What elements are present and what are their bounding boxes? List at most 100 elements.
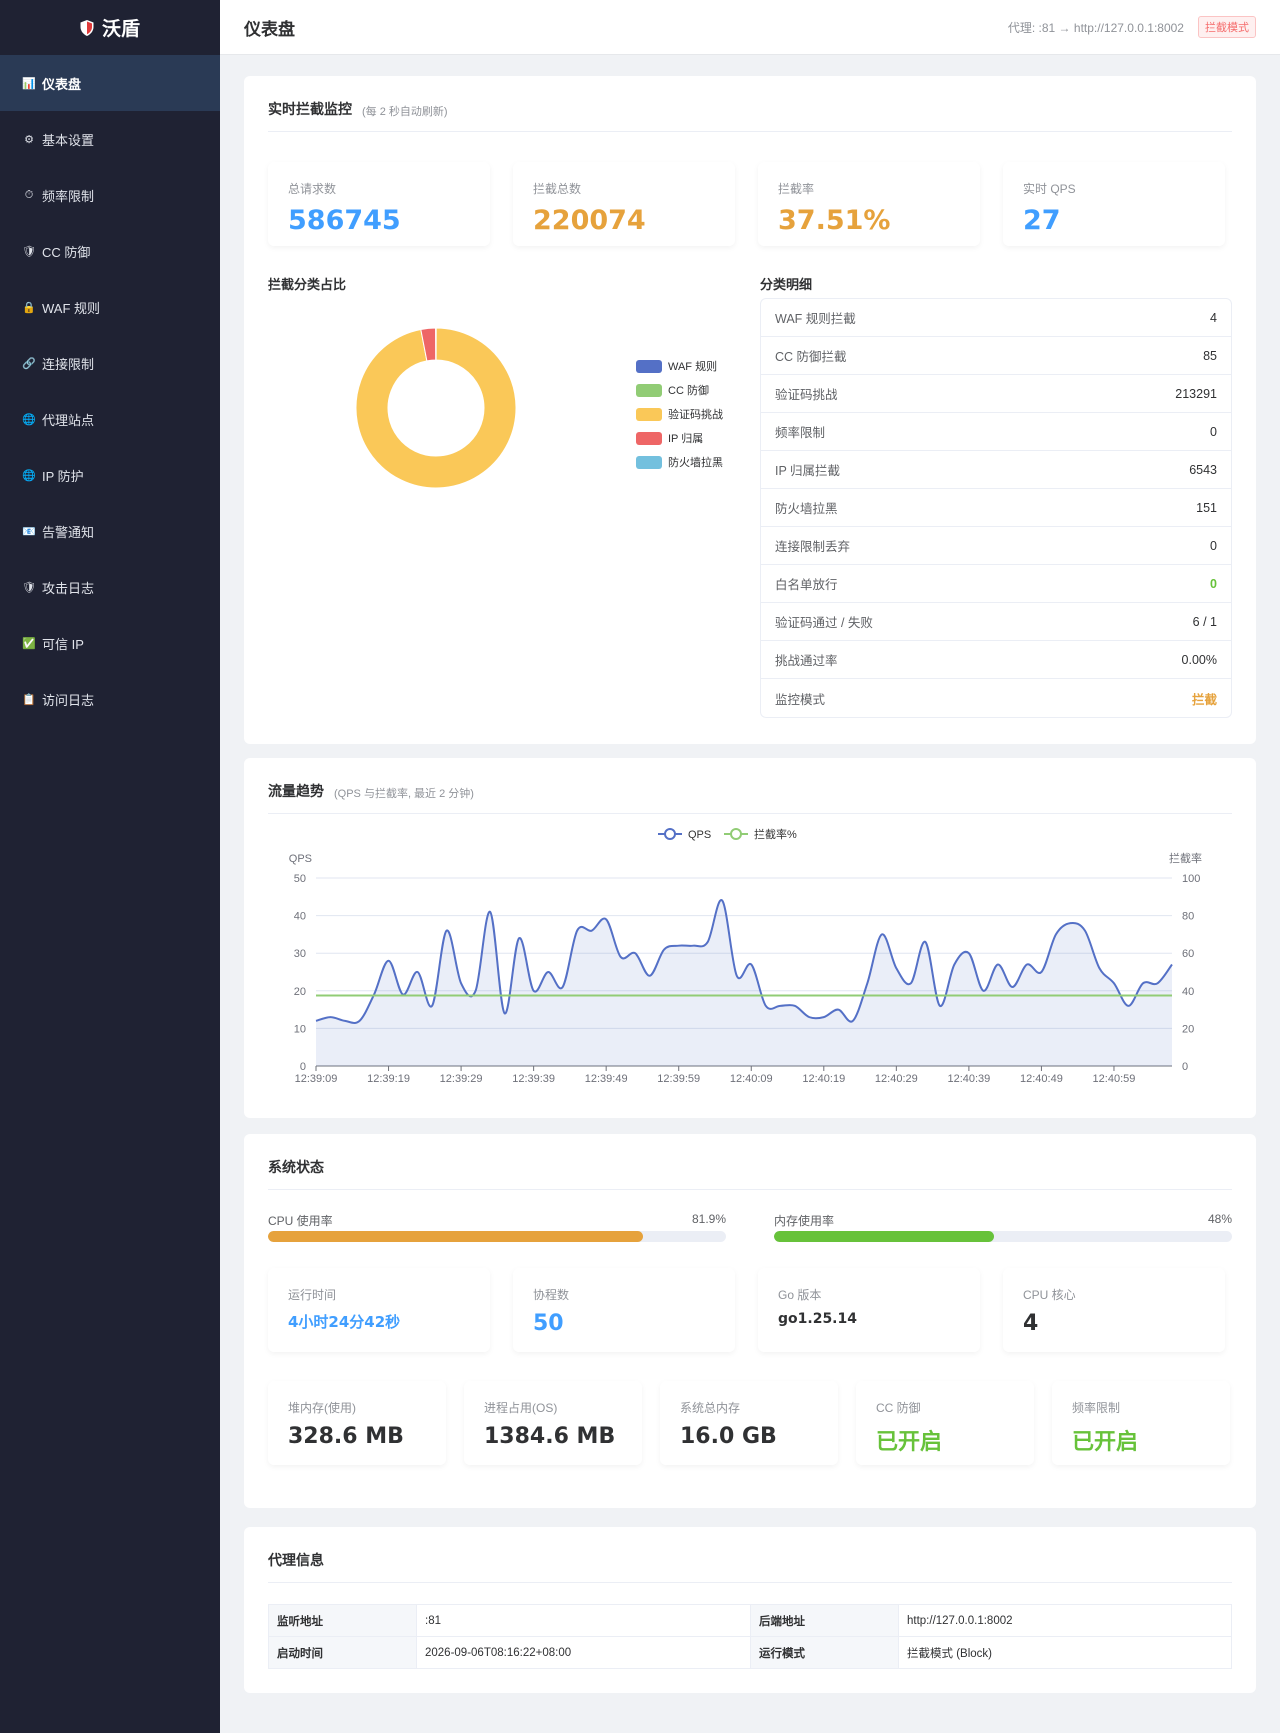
stat-card: CPU 核心 4: [1003, 1268, 1225, 1352]
stat-label: 总请求数: [288, 182, 337, 196]
x-tick-label: 12:39:49: [585, 1073, 628, 1084]
mem-progress-bar: [774, 1231, 1232, 1242]
x-tick-label: 12:40:09: [730, 1073, 773, 1084]
detail-label: IP 归属拦截: [775, 464, 841, 478]
sidebar-item-1[interactable]: ⚙ 基本设置: [0, 111, 220, 167]
legend-label: 验证码挑战: [668, 409, 723, 421]
stat-card: 协程数 50: [513, 1268, 735, 1352]
y-right-axis-label: 拦截率: [1169, 851, 1202, 865]
stat-label: 协程数: [533, 1288, 570, 1302]
stat-value: 27: [1023, 205, 1061, 236]
sidebar-item-10[interactable]: ✅ 可信 IP: [0, 615, 220, 671]
detail-value: 0: [1210, 538, 1217, 553]
monitor-title-text: 实时拦截监控: [268, 101, 352, 117]
envelope-icon: 📧: [22, 525, 36, 538]
y-right-tick-label: 0: [1182, 1061, 1188, 1073]
info-row: 启动时间 2026-09-06T08:16:22+08:00 运行模式 拦截模式 (B…: [268, 1636, 1232, 1669]
info-value: 拦截模式 (Block): [898, 1636, 1232, 1669]
system-title-text: 系统状态: [268, 1159, 324, 1175]
detail-row: IP 归属拦截 6543: [761, 451, 1231, 489]
mem-progress-fill: [774, 1231, 994, 1242]
stat-card: 总请求数 586745: [268, 162, 490, 246]
check-icon: ✅: [22, 637, 36, 650]
sidebar-item-label: WAF 规则: [42, 300, 101, 316]
x-tick-label: 12:40:39: [947, 1073, 990, 1084]
x-tick-label: 12:39:19: [367, 1073, 410, 1084]
stat-label: 拦截总数: [533, 182, 582, 196]
pie-legend-item[interactable]: 验证码挑战: [636, 402, 723, 426]
sidebar-item-5[interactable]: 🔗 连接限制: [0, 335, 220, 391]
chart-legend-item[interactable]: 拦截率%: [724, 827, 797, 841]
y-axis-label: QPS: [289, 853, 312, 865]
sidebar-item-8[interactable]: 📧 告警通知: [0, 503, 220, 559]
y-tick-label: 20: [294, 986, 306, 998]
stat-card: 频率限制 已开启: [1052, 1381, 1230, 1465]
info-row: 监听地址:81 后端地址 http://127.0.0.1:8002: [268, 1604, 1232, 1637]
sidebar-item-label: CC 防御: [42, 244, 91, 260]
stopwatch-icon: ⏱: [24, 188, 34, 201]
monitor-subtitle: (每 2 秒自动刷新): [362, 106, 448, 118]
sidebar-item-7[interactable]: 🌐 IP 防护: [0, 447, 220, 503]
x-tick-label: 12:39:09: [295, 1073, 338, 1084]
x-tick-label: 12:40:59: [1093, 1073, 1136, 1084]
chart-legend-item[interactable]: QPS: [658, 828, 711, 841]
detail-value: 0: [1210, 424, 1217, 439]
stat-value: 328.6 MB: [288, 1424, 404, 1449]
mem-value: 48%: [1207, 1212, 1232, 1226]
monitor-card: 实时拦截监控 (每 2 秒自动刷新) 总请求数 586745 拦截总数 220074 拦…: [244, 76, 1256, 744]
detail-row: 验证码挑战 213291: [761, 375, 1231, 413]
info-key: 启动时间: [268, 1636, 417, 1669]
stat-value: 已开启: [1072, 1430, 1139, 1455]
x-tick-label: 12:40:19: [802, 1073, 845, 1084]
sidebar-item-11[interactable]: 📋 访问日志: [0, 671, 220, 727]
pie-title: 拦截分类占比: [268, 277, 347, 292]
pie-legend-item[interactable]: WAF 规则: [636, 354, 723, 378]
cpu-progress-fill: [268, 1231, 644, 1242]
sidebar-item-label: 访问日志: [42, 692, 95, 708]
stat-value: 1384.6 MB: [484, 1424, 616, 1449]
sidebar-item-0[interactable]: 📊 仪表盘: [0, 55, 220, 111]
series-line-0: [315, 899, 1173, 1024]
traffic-card: 流量趋势 (QPS 与拦截率, 最近 2 分钟) 0 10 20 30 40 50 0 20 4…: [244, 758, 1256, 1118]
sidebar-item-label: 攻击日志: [42, 580, 95, 596]
pie-legend-item[interactable]: IP 归属: [636, 426, 723, 450]
stat-value: 50: [533, 1311, 564, 1336]
legend-label: 防火墙拉黑: [668, 457, 723, 469]
qps-area: [316, 900, 1172, 1066]
stat-value: 16.0 GB: [680, 1424, 777, 1449]
category-pie-chart: [355, 327, 517, 489]
y-tick-label: 50: [294, 873, 306, 885]
sidebar-item-9[interactable]: 🛡 攻击日志: [0, 559, 220, 615]
sidebar-item-2[interactable]: ⏱ 频率限制: [0, 167, 220, 223]
shield-icon: 🛡: [22, 581, 36, 594]
sidebar-item-label: 基本设置: [42, 132, 95, 148]
cpu-progress-bar: [268, 1231, 726, 1242]
x-tick-label: 12:40:29: [875, 1073, 918, 1084]
detail-row: 连接限制丢弃 0: [761, 527, 1231, 565]
legend-label: CC 防御: [668, 385, 709, 397]
top-header: 仪表盘 代理: :81 → http://127.0.0.1:8002 拦截模式: [220, 0, 1280, 55]
legend-text: 拦截率%: [754, 827, 797, 841]
sidebar-item-label: IP 防护: [42, 468, 84, 484]
traffic-title-text: 流量趋势: [268, 783, 324, 799]
detail-label: 挑战通过率: [775, 654, 838, 668]
detail-value: 151: [1196, 500, 1217, 515]
stat-label: 进程占用(OS): [484, 1401, 558, 1415]
sidebar-item-3[interactable]: 🛡 CC 防御: [0, 223, 220, 279]
sidebar-item-6[interactable]: 🌐 代理站点: [0, 391, 220, 447]
globe-icon: 🌐: [22, 469, 36, 482]
detail-label: WAF 规则拦截: [775, 312, 856, 326]
stat-value: 37.51%: [778, 205, 891, 236]
legend-label: IP 归属: [668, 433, 704, 445]
info-key: 运行模式: [750, 1636, 899, 1669]
sidebar-item-4[interactable]: 🔒 WAF 规则: [0, 279, 220, 335]
pie-legend-item[interactable]: 防火墙拉黑: [636, 450, 723, 474]
stat-value: go1.25.14: [778, 1311, 857, 1327]
chart-icon: 📊: [22, 77, 36, 90]
detail-row: 监控模式 拦截: [761, 679, 1231, 717]
detail-label: CC 防御拦截: [775, 350, 847, 364]
stat-card: 堆内存(使用) 328.6 MB: [268, 1381, 446, 1465]
stat-card: 拦截总数 220074: [513, 162, 735, 246]
pie-legend-item[interactable]: CC 防御: [636, 378, 723, 402]
proxy-info-table: 监听地址:81 后端地址 http://127.0.0.1:8002 启动时间 2026…: [268, 1604, 1232, 1669]
